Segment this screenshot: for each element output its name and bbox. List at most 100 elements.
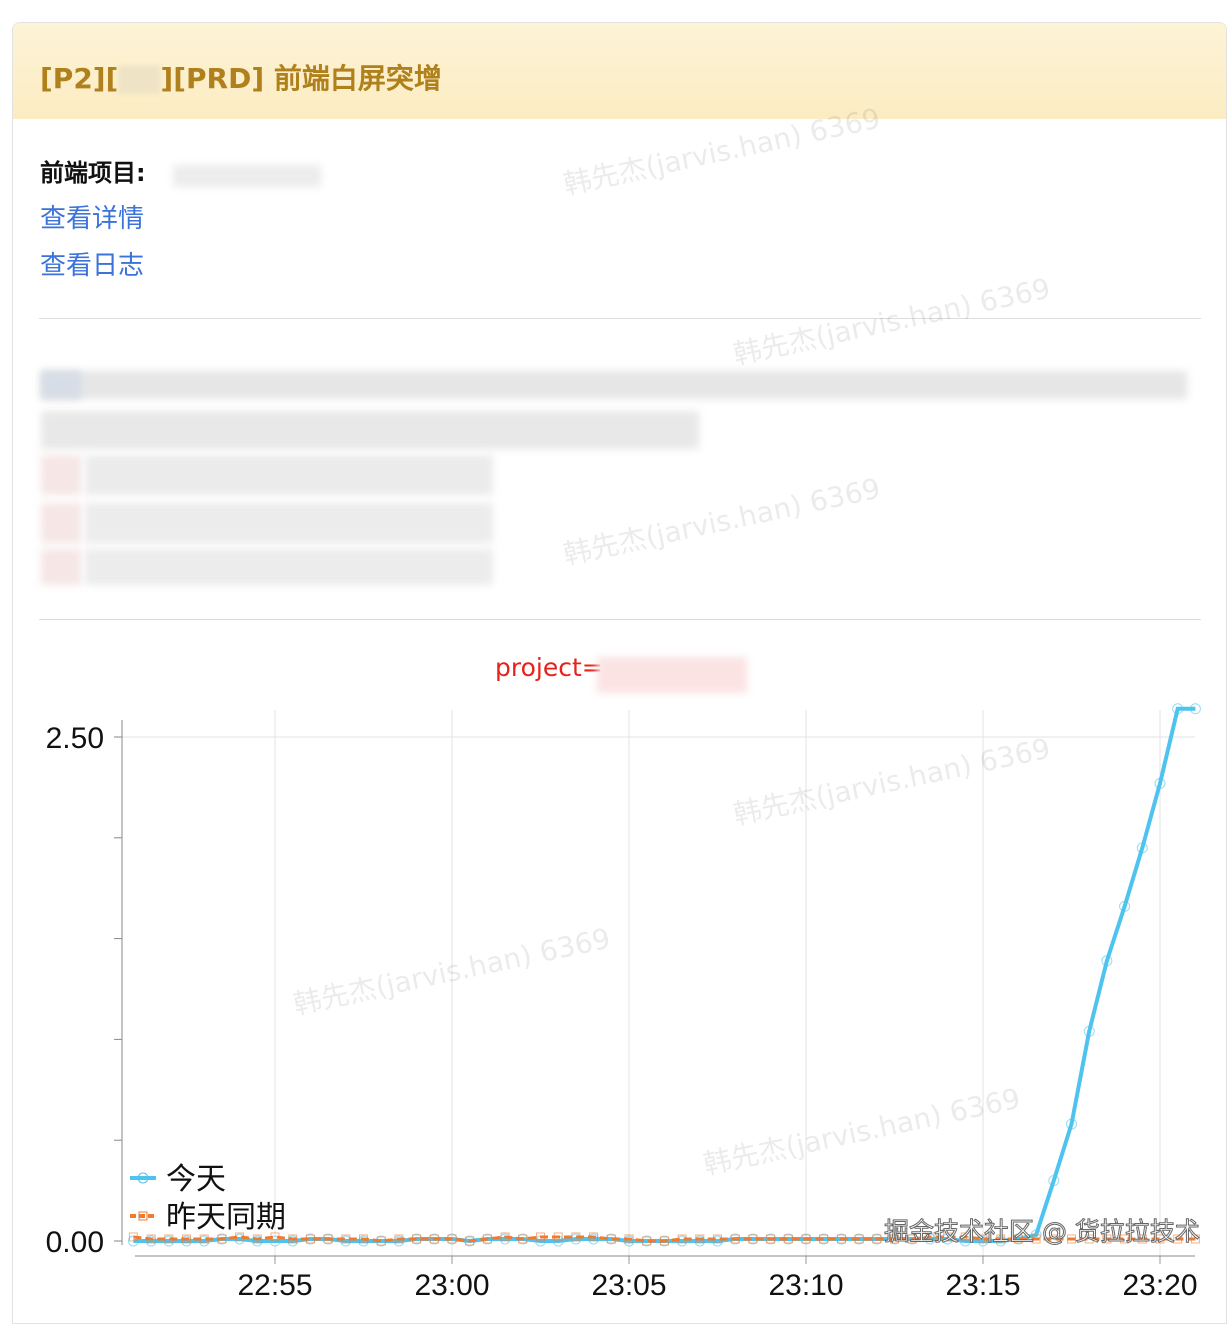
data-point [819,1234,829,1244]
data-point [500,1232,510,1242]
data-point [1173,1234,1183,1244]
data-point [960,1232,970,1242]
x-tick-label: 23:20 [1122,1269,1197,1302]
data-point [730,1234,740,1244]
data-point [1084,1234,1094,1244]
data-point [252,1234,262,1244]
data-point [217,1234,227,1244]
data-point [1083,1025,1095,1037]
x-tick-label: 23:10 [768,1269,843,1302]
data-point [1067,1234,1076,1244]
data-point [340,1235,352,1247]
data-point [943,1232,953,1242]
data-point [429,1234,439,1244]
data-point [836,1234,846,1244]
legend-label: 昨天同期 [166,1200,286,1235]
data-point [181,1235,192,1247]
redacted-line [41,371,81,399]
data-point [729,1233,741,1245]
data-point [482,1234,492,1244]
data-point [1101,955,1113,967]
data-point [518,1234,528,1244]
data-point [553,1232,563,1242]
data-point [783,1234,793,1244]
data-point [623,1235,635,1247]
data-point [145,1235,157,1247]
legend-marker [138,1211,148,1221]
data-point [163,1235,175,1247]
alert-card: [P2][ ][PRD] 前端白屏突增 前端项目: 查看详情 查看日志 proje… [12,22,1227,1324]
title-suffix: ][PRD] 前端白屏突增 [160,62,442,95]
divider [39,318,1201,319]
data-point [305,1234,315,1244]
view-logs-link[interactable]: 查看日志 [40,251,145,281]
view-details-link[interactable]: 查看详情 [40,204,145,234]
data-point [624,1234,634,1244]
divider [39,619,1201,620]
data-point [872,1234,882,1244]
data-point [606,1234,616,1244]
data-point [1189,703,1201,715]
series-line [133,706,1196,1244]
x-tick-label: 23:00 [414,1269,489,1302]
data-point [127,1235,139,1247]
redacted-line [41,503,81,543]
data-point [216,1233,228,1245]
data-point [288,1234,298,1244]
title-prefix: [P2][ [40,62,119,95]
data-point [694,1235,706,1247]
data-point [270,1232,280,1242]
data-point [323,1234,333,1244]
data-point [570,1233,582,1245]
x-tick-label: 22:55 [237,1269,312,1302]
data-point [199,1234,209,1244]
data-point [1013,1234,1023,1244]
data-point [977,1235,989,1247]
data-point [128,1232,138,1242]
redacted-line [41,455,81,495]
data-point [995,1235,1007,1247]
data-point [854,1234,864,1244]
data-point [341,1234,351,1244]
data-point [588,1233,600,1245]
data-point [890,1234,899,1244]
data-point [1120,1234,1130,1244]
data-point [1154,777,1166,789]
data-point [695,1234,705,1244]
data-point [536,1232,545,1242]
redacted-line [41,549,81,585]
redacted-project-value [597,657,747,693]
data-point [1172,703,1184,715]
data-point [1031,1234,1041,1244]
project-label: 前端项目: [40,159,146,187]
data-point [1190,1234,1200,1244]
data-point [269,1235,281,1247]
data-point [1102,1234,1112,1244]
data-point [322,1233,334,1245]
x-tick-label: 23:15 [945,1269,1020,1302]
data-point [996,1234,1006,1244]
data-point [713,1234,722,1244]
data-point [287,1235,299,1247]
data-point [1155,1234,1165,1244]
source-watermark: 掘金技术社区 @ 货拉拉技术 [884,1217,1201,1247]
data-point [925,1232,935,1242]
data-point [412,1234,422,1244]
redacted-project-name [173,165,321,187]
chart-title: project= [495,653,603,682]
data-point [978,1234,988,1244]
data-point [1066,1118,1077,1130]
alert-header: [P2][ ][PRD] 前端白屏突增 [13,23,1226,119]
series-today [127,703,1201,1247]
data-point [447,1234,457,1244]
data-point [359,1234,368,1244]
data-point [182,1234,191,1244]
data-point [748,1234,758,1244]
redacted-line [41,411,699,449]
data-point [712,1235,723,1247]
data-point [1137,1234,1147,1244]
y-tick-label: 2.50 [46,722,104,755]
data-point [251,1235,263,1247]
data-point [465,1236,475,1246]
